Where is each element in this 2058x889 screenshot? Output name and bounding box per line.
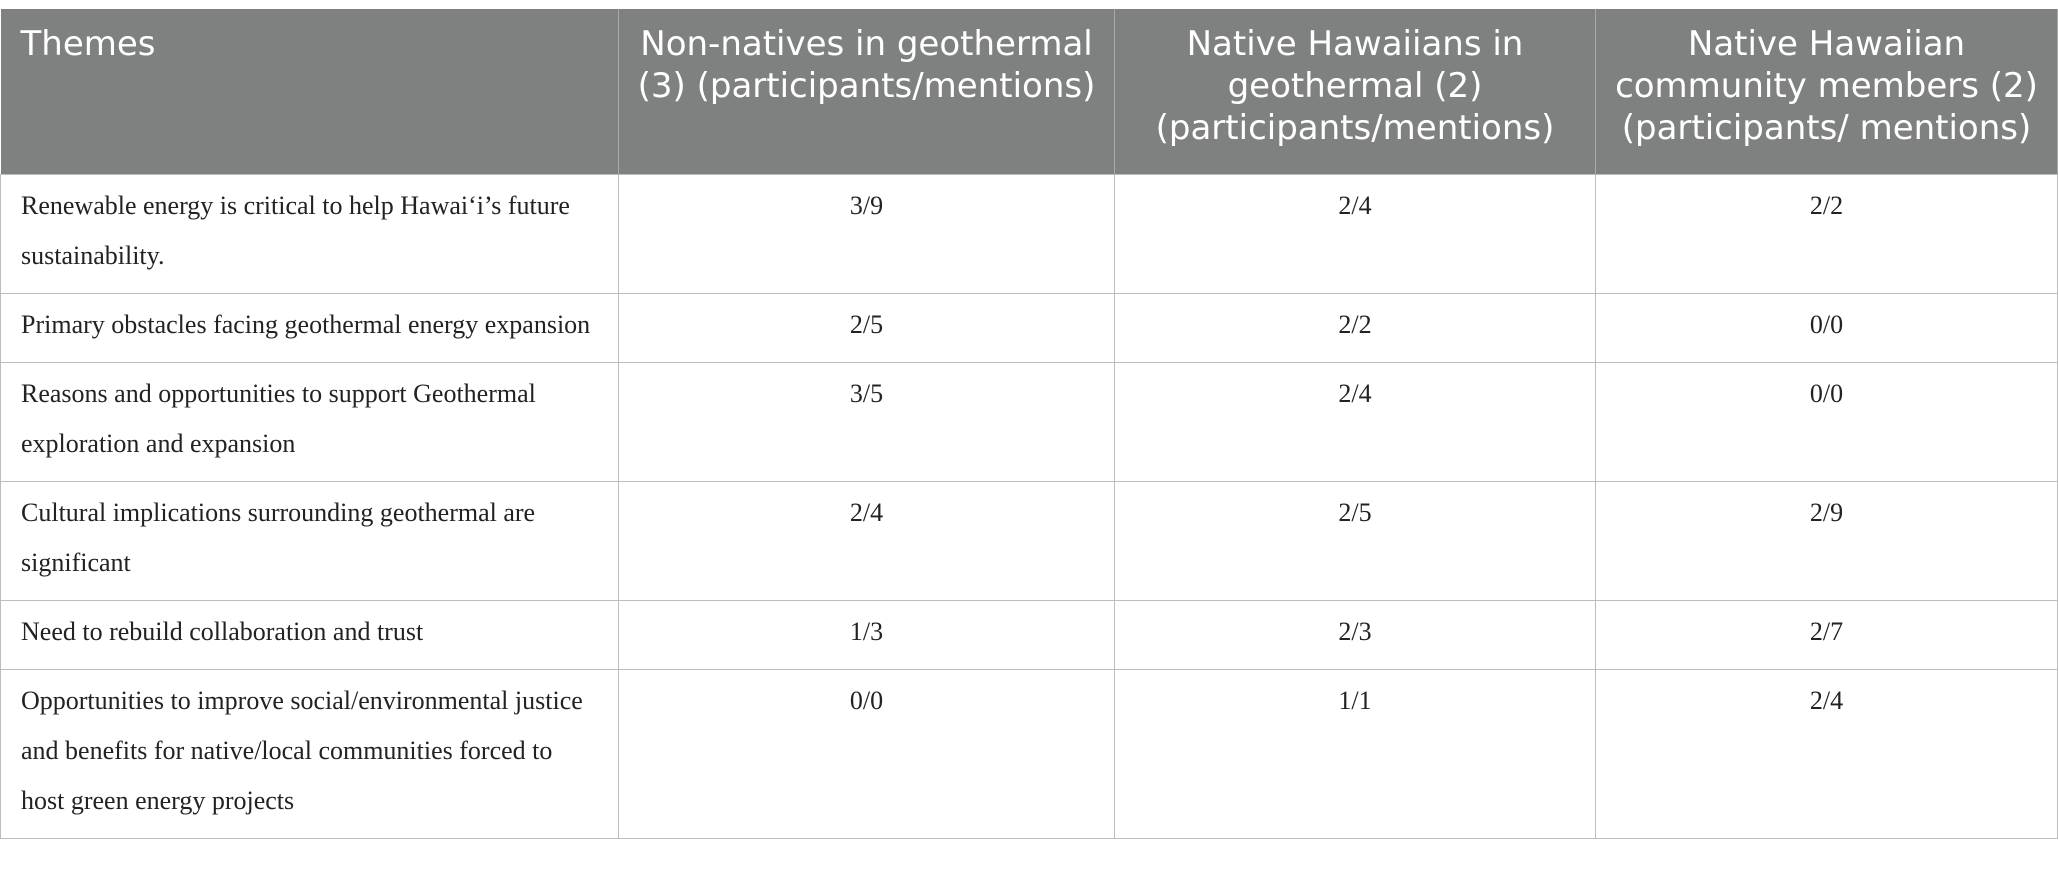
table-row: Need to rebuild collaboration and trust 1…	[0, 599, 2058, 670]
count-cell: 2/4	[618, 480, 1115, 601]
count-cell: 0/0	[1595, 361, 2058, 482]
count-cell: 3/9	[618, 173, 1115, 294]
themes-table: Themes Non-natives in geothermal (3) (par…	[0, 9, 2058, 839]
count-cell: 2/3	[1114, 599, 1596, 670]
header-cell: Themes	[0, 9, 619, 174]
count-cell: 2/4	[1114, 361, 1596, 482]
header-cell: Native Hawaiians in geothermal (2) (part…	[1114, 9, 1596, 174]
table-row: Opportunities to improve social/environm…	[0, 668, 2058, 839]
theme-cell: Need to rebuild collaboration and trust	[0, 599, 619, 670]
count-cell: 1/1	[1114, 668, 1596, 839]
count-cell: 2/5	[618, 292, 1115, 363]
theme-cell: Reasons and opportunities to support Geo…	[0, 361, 619, 482]
theme-cell: Opportunities to improve social/environm…	[0, 668, 619, 839]
theme-cell: Cultural implications surrounding geothe…	[0, 480, 619, 601]
table-row: Primary obstacles facing geothermal ener…	[0, 292, 2058, 363]
header-row: Themes Non-natives in geothermal (3) (par…	[0, 9, 2058, 174]
count-cell: 0/0	[618, 668, 1115, 839]
count-cell: 2/7	[1595, 599, 2058, 670]
count-cell: 2/4	[1114, 173, 1596, 294]
header-cell: Non-natives in geothermal (3) (participa…	[618, 9, 1115, 174]
header-cell: Native Hawaiian community members (2) (p…	[1595, 9, 2058, 174]
count-cell: 2/4	[1595, 668, 2058, 839]
count-cell: 2/2	[1595, 173, 2058, 294]
table-row: Renewable energy is critical to help Haw…	[0, 173, 2058, 294]
table-body: Renewable energy is critical to help Haw…	[0, 173, 2058, 839]
theme-cell: Renewable energy is critical to help Haw…	[0, 173, 619, 294]
count-cell: 3/5	[618, 361, 1115, 482]
count-cell: 2/9	[1595, 480, 2058, 601]
theme-cell: Primary obstacles facing geothermal ener…	[0, 292, 619, 363]
count-cell: 1/3	[618, 599, 1115, 670]
count-cell: 2/2	[1114, 292, 1596, 363]
table-row: Reasons and opportunities to support Geo…	[0, 361, 2058, 482]
table-row: Cultural implications surrounding geothe…	[0, 480, 2058, 601]
count-cell: 2/5	[1114, 480, 1596, 601]
count-cell: 0/0	[1595, 292, 2058, 363]
